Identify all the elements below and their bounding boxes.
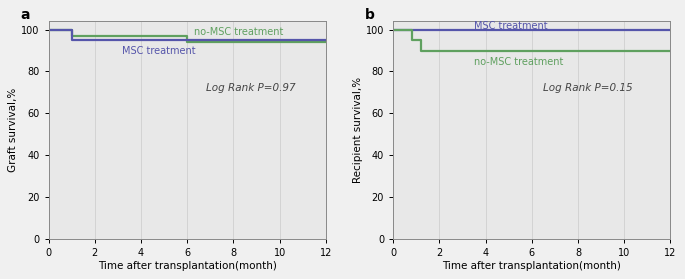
Text: Log Rank P=0.97: Log Rank P=0.97 <box>206 83 295 93</box>
Y-axis label: Graft survival,%: Graft survival,% <box>8 88 18 172</box>
Text: b: b <box>365 8 375 22</box>
X-axis label: Time after transplantation(month): Time after transplantation(month) <box>98 261 277 271</box>
Text: no-MSC treatment: no-MSC treatment <box>474 57 563 67</box>
Text: a: a <box>21 8 30 22</box>
Text: Log Rank P=0.15: Log Rank P=0.15 <box>543 83 633 93</box>
Text: MSC treatment: MSC treatment <box>123 45 196 56</box>
Y-axis label: Recipient survival,%: Recipient survival,% <box>353 77 363 183</box>
X-axis label: Time after transplantation(month): Time after transplantation(month) <box>443 261 621 271</box>
Text: MSC treatment: MSC treatment <box>474 21 547 32</box>
Text: no-MSC treatment: no-MSC treatment <box>194 27 284 37</box>
